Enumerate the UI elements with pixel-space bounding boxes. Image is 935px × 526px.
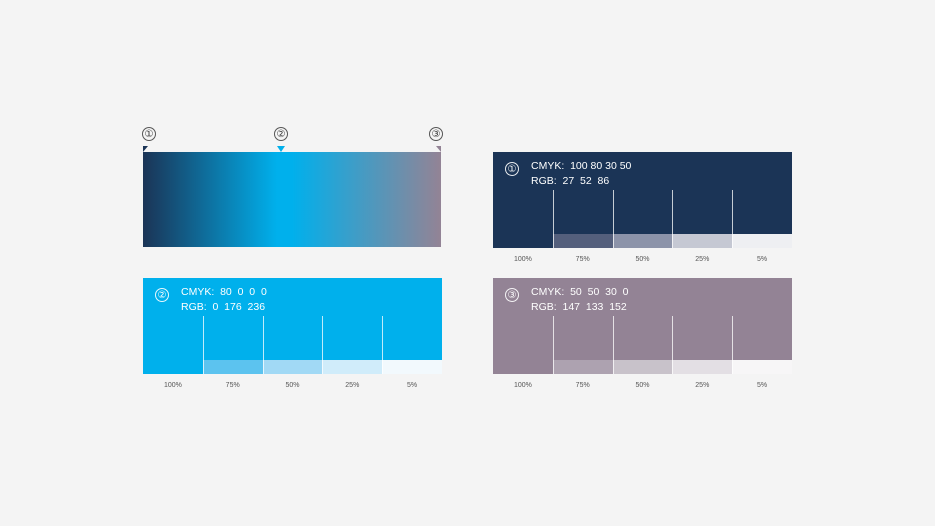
color-gradient-bar [143,152,441,247]
tint-percent-label: 75% [575,256,590,263]
marker-1-triangle-icon [143,146,148,152]
swatch-card-3: ③ CMYK: 50 50 30 0 RGB: 147 133 152 [493,278,793,374]
tint-percent-label: 100% [513,382,532,389]
marker-3-triangle-icon [436,146,441,152]
marker-3-label: ③ [429,127,443,141]
swatch-number: ② [155,288,169,302]
tint-divider [382,316,384,374]
swatch-card-1: ① CMYK: 100 80 30 50 RGB: 27 52 86 [493,152,793,248]
tint-percent-label: 25% [695,256,710,263]
tint-divider [322,316,324,374]
tint-divider [612,190,614,248]
tint-divider [732,316,734,374]
tint-percent-label: 75% [225,382,240,389]
tint-divider [202,316,204,374]
tint-percent-label: 75% [575,382,590,389]
tint-block [262,360,323,374]
cmyk-value: CMYK: 100 80 30 50 [531,160,632,172]
tint-percent-label: 100% [513,256,532,263]
tint-percent-label: 5% [757,382,768,389]
tint-percent-label: 5% [407,382,418,389]
tint-divider [262,316,264,374]
tint-divider [552,316,554,374]
tint-block [552,234,614,248]
tint-percent-label: 25% [345,382,360,389]
tint-percent-label: 50% [285,382,300,389]
tint-block [732,360,793,374]
rgb-value: RGB: 27 52 86 [531,175,610,187]
marker-1-label: ① [142,127,156,141]
tint-block [322,360,383,374]
tint-block [612,234,673,248]
tint-block [732,234,793,248]
tint-block [672,360,733,374]
tint-percent-label: 50% [635,256,650,263]
tint-divider [672,316,674,374]
swatch-card-2: ② CMYK: 80 0 0 0 RGB: 0 176 236 [143,278,443,374]
tint-divider [732,190,734,248]
tint-block [672,234,733,248]
tint-block [612,360,673,374]
swatch-number: ③ [505,288,519,302]
tint-divider [612,316,614,374]
tint-percent-label: 25% [695,382,710,389]
tint-block [202,360,264,374]
cmyk-value: CMYK: 50 50 30 0 [531,286,629,298]
swatch-number: ① [505,162,519,176]
tint-block [552,360,614,374]
tint-percent-label: 100% [163,382,182,389]
tint-percent-label: 50% [635,382,650,389]
tint-percent-label: 5% [757,256,768,263]
tint-divider [552,190,554,248]
tint-divider [672,190,674,248]
rgb-value: RGB: 147 133 152 [531,301,627,313]
tint-block [382,360,443,374]
marker-2-triangle-icon [277,146,285,152]
cmyk-value: CMYK: 80 0 0 0 [181,286,267,298]
rgb-value: RGB: 0 176 236 [181,301,266,313]
marker-2-label: ② [274,127,288,141]
